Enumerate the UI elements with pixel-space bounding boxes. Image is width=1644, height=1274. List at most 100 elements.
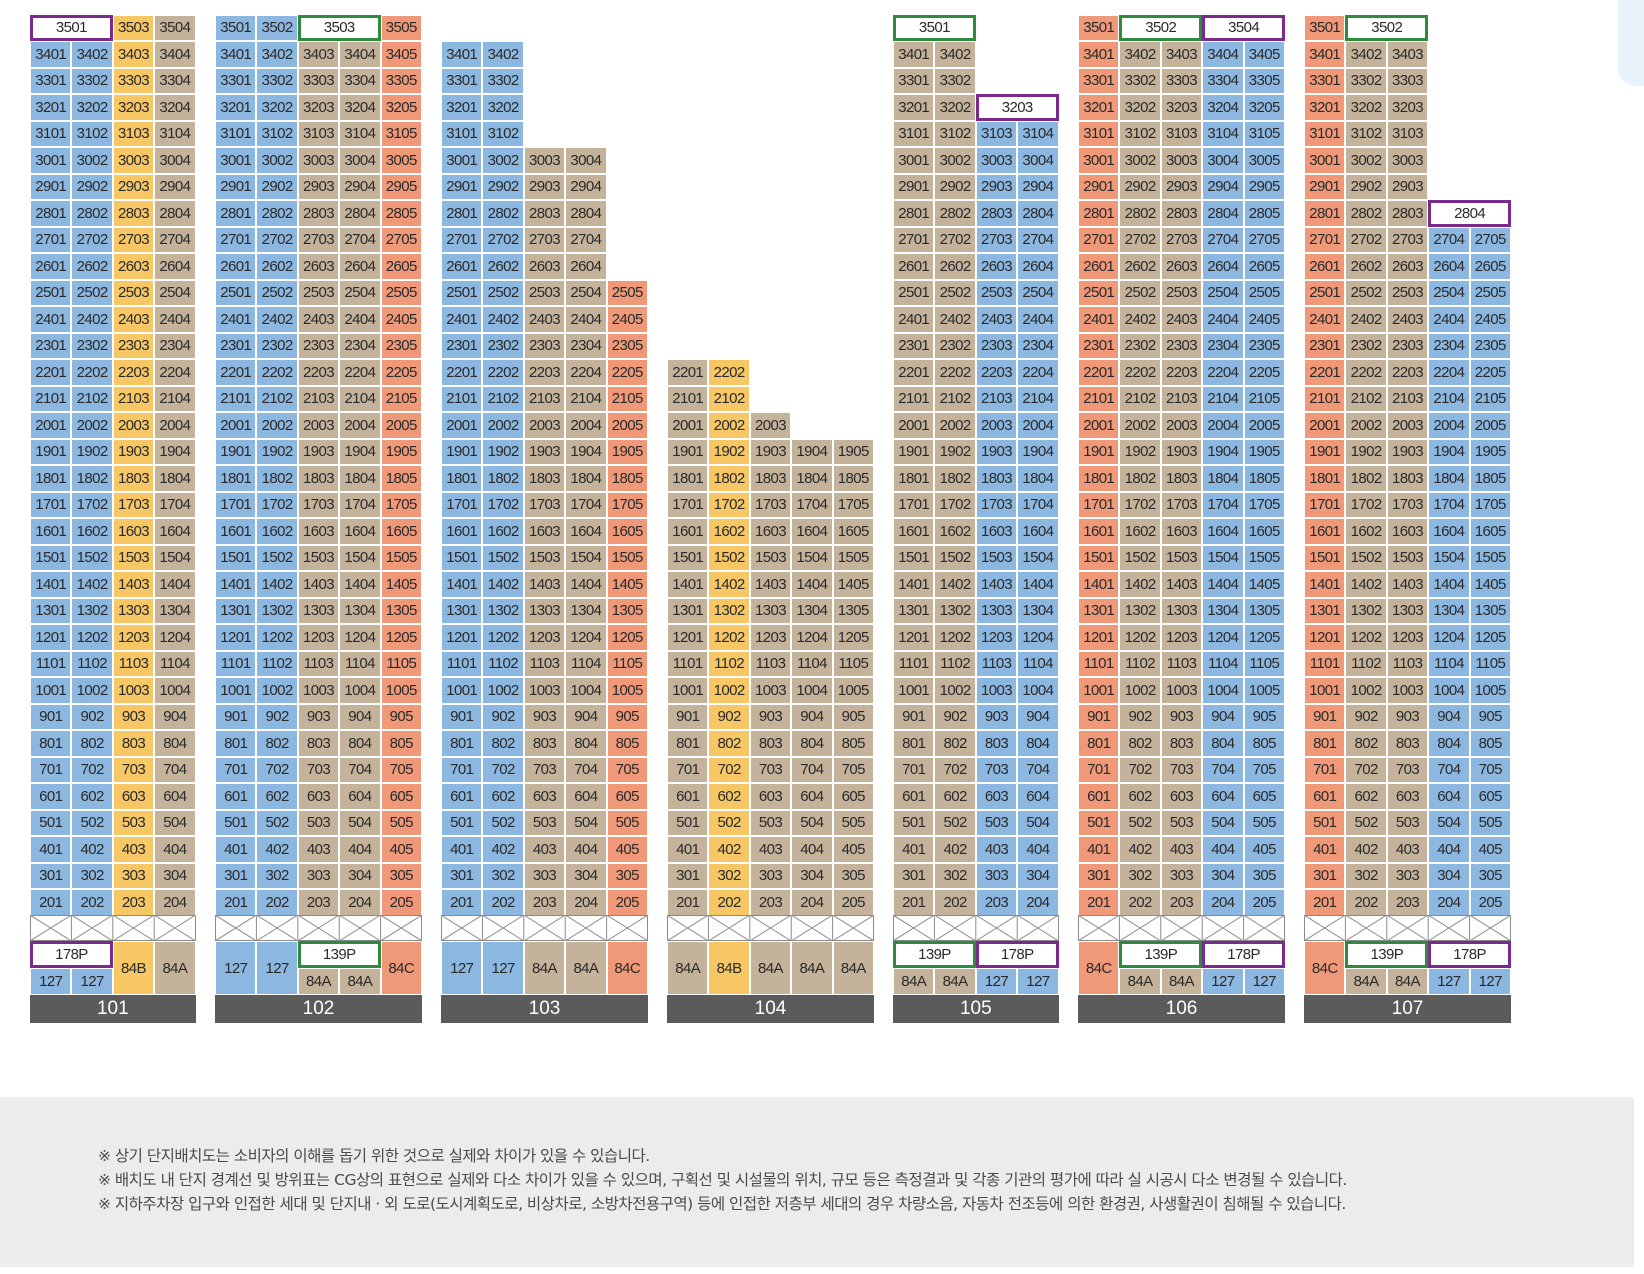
unit-cell: 3402 — [482, 41, 524, 68]
unit-cell: 3404 — [1202, 41, 1244, 68]
unit-cell: 1403 — [112, 571, 155, 598]
unit-cell-highlight: 3203 — [975, 94, 1059, 121]
unit-cell: 2702 — [1345, 226, 1387, 253]
unit-cell: 2604 — [1202, 253, 1244, 280]
unit-cell: 1404 — [1428, 571, 1470, 598]
unit-cell: 402 — [1345, 836, 1387, 863]
unit-cell: 602 — [71, 783, 113, 810]
unit-cell: 901 — [441, 703, 483, 730]
notes-panel: ※ 상기 단지배치도는 소비자의 이해를 돕기 위한 것으로 실제와 차이가 있… — [0, 1097, 1634, 1267]
unit-cell: 1504 — [791, 544, 833, 571]
unit-cell: 404 — [791, 836, 833, 863]
unit-cell: 504 — [154, 809, 196, 836]
unit-cell: 2002 — [934, 412, 976, 439]
unit-cell: 2001 — [893, 412, 935, 439]
unit-cell: 704 — [565, 756, 607, 783]
unit-cell: 2402 — [934, 306, 976, 333]
unit-cell: 1805 — [380, 465, 422, 492]
unit-cell: 1604 — [565, 518, 607, 545]
unit-cell: 1003 — [1386, 677, 1429, 704]
unit-cell: 1002 — [256, 677, 298, 704]
unit-cell: 2603 — [112, 253, 155, 280]
unit-cell: 2202 — [1119, 359, 1161, 386]
type-label: 127 — [71, 968, 113, 995]
type-label: 127 — [1202, 968, 1244, 995]
unit-cell: 3004 — [1017, 147, 1059, 174]
unit-cell: 1801 — [441, 465, 483, 492]
unit-cell: 3504 — [154, 14, 196, 41]
unit-cell: 2301 — [893, 332, 935, 359]
unit-cell: 2601 — [441, 253, 483, 280]
unit-cell: 802 — [256, 730, 298, 757]
unit-cell: 3403 — [112, 41, 155, 68]
unit-cell: 2205 — [1469, 359, 1511, 386]
unit-cell: 3102 — [71, 120, 113, 147]
unit-cell: 404 — [1017, 836, 1059, 863]
unit-cell: 3401 — [441, 41, 483, 68]
unit-cell: 1205 — [1243, 624, 1285, 651]
unit-cell: 1604 — [154, 518, 196, 545]
unit-cell: 602 — [1345, 783, 1387, 810]
unit-cell: 804 — [339, 730, 381, 757]
unit-cell: 2002 — [256, 412, 298, 439]
unit-cell: 3101 — [30, 120, 72, 147]
unit-cell: 1503 — [297, 544, 340, 571]
unit-cell: 1502 — [256, 544, 298, 571]
unit-cell: 1301 — [30, 597, 72, 624]
unit-cell: 1602 — [708, 518, 750, 545]
unit-cell: 1702 — [934, 491, 976, 518]
unit-cell: 2105 — [380, 385, 422, 412]
unit-cell: 2803 — [1160, 200, 1203, 227]
unit-cell: 2402 — [1345, 306, 1387, 333]
unit-cell: 2802 — [1345, 200, 1387, 227]
unit-cell: 3001 — [893, 147, 935, 174]
unit-cell: 2405 — [1243, 306, 1285, 333]
unit-cell: 2304 — [339, 332, 381, 359]
unit-cell: 1204 — [1017, 624, 1059, 651]
piloti-cross-row — [667, 915, 874, 941]
unit-cell: 1801 — [1304, 465, 1346, 492]
unit-cell: 2101 — [30, 385, 72, 412]
unit-cell: 1203 — [297, 624, 340, 651]
unit-cell: 3202 — [1345, 94, 1387, 121]
unit-cell: 1403 — [975, 571, 1018, 598]
unit-cell: 2502 — [1345, 279, 1387, 306]
unit-cell: 2303 — [297, 332, 340, 359]
unit-cell: 1004 — [339, 677, 381, 704]
unit-cell: 703 — [112, 756, 155, 783]
unit-cell: 1802 — [708, 465, 750, 492]
unit-cell: 2703 — [975, 226, 1018, 253]
unit-cell: 2002 — [482, 412, 524, 439]
unit-cell: 3403 — [297, 41, 340, 68]
unit-cell: 1701 — [1078, 491, 1120, 518]
unit-cell: 705 — [832, 756, 874, 783]
unit-cell: 2001 — [1078, 412, 1120, 439]
type-label: 127 — [482, 941, 524, 995]
unit-cell: 1202 — [708, 624, 750, 651]
unit-cell: 803 — [112, 730, 155, 757]
unit-cell: 2104 — [1428, 385, 1470, 412]
cross-hatch-icon — [30, 915, 196, 941]
unit-cell: 401 — [667, 836, 709, 863]
unit-cell: 1901 — [1304, 438, 1346, 465]
unit-cell: 2303 — [1386, 332, 1429, 359]
unit-cell: 1403 — [749, 571, 792, 598]
unit-cell: 3501 — [1078, 14, 1120, 41]
unit-cell: 1204 — [339, 624, 381, 651]
unit-cell: 1903 — [297, 438, 340, 465]
unit-cell: 704 — [1428, 756, 1470, 783]
unit-cell: 3002 — [1345, 147, 1387, 174]
unit-cell: 1902 — [482, 438, 524, 465]
unit-cell: 2701 — [1078, 226, 1120, 253]
unit-cell: 2004 — [1428, 412, 1470, 439]
unit-cell: 805 — [1469, 730, 1511, 757]
unit-cell: 402 — [482, 836, 524, 863]
unit-cell: 305 — [832, 862, 874, 889]
unit-cell: 1905 — [1469, 438, 1511, 465]
unit-cell: 2701 — [30, 226, 72, 253]
unit-cell: 2605 — [380, 253, 422, 280]
unit-cell: 1704 — [339, 491, 381, 518]
unit-cell: 2603 — [975, 253, 1018, 280]
unit-cell: 2305 — [380, 332, 422, 359]
unit-cell: 3001 — [1078, 147, 1120, 174]
